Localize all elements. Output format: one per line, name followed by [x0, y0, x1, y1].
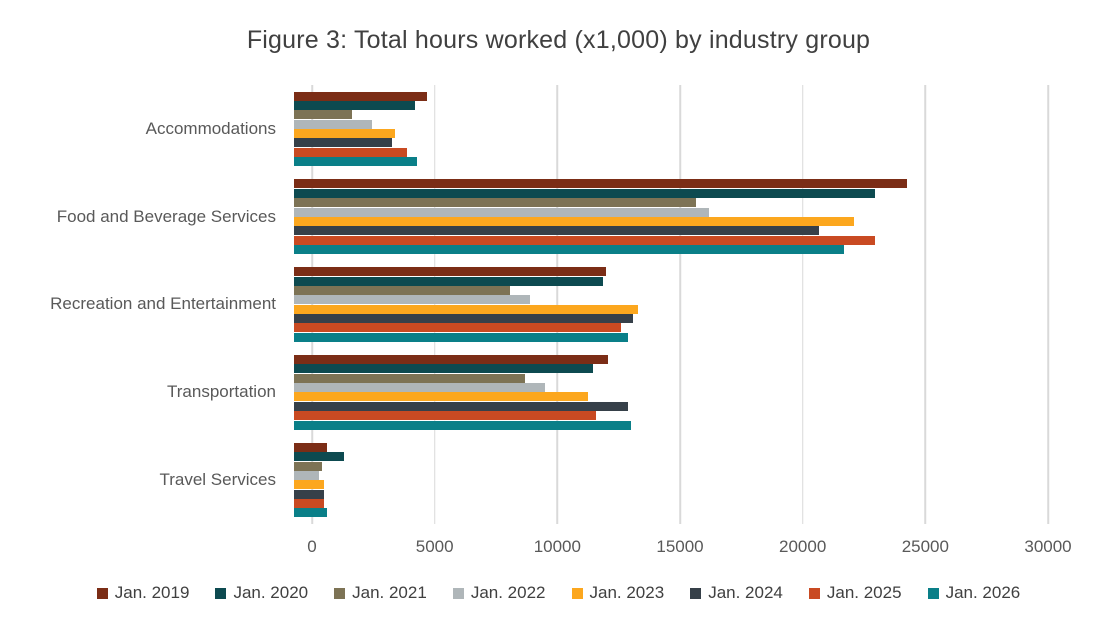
bar-jan-2019-transportation [294, 354, 609, 364]
legend-item-jan-2022: Jan. 2022 [452, 583, 546, 603]
gridline-30000 [1047, 85, 1049, 524]
x-tick-label-25000: 25000 [901, 537, 949, 556]
legend-swatch-icon [690, 587, 702, 599]
bar-jan-2024-recreation-and-entertainment [294, 314, 634, 324]
bars-recreation-and-entertainment [294, 261, 1048, 349]
category-row-transportation: Transportation [0, 348, 1048, 436]
legend-swatch-icon [215, 587, 227, 599]
x-tick-label-10000: 10000 [533, 537, 581, 556]
bar-jan-2021-accommodations [294, 110, 352, 120]
bar-jan-2019-travel-services [294, 442, 327, 452]
bars-accommodations [294, 85, 1048, 173]
bar-jan-2025-transportation [294, 411, 596, 421]
legend-item-jan-2021: Jan. 2021 [334, 583, 427, 603]
bar-jan-2026-food-and-beverage-services [294, 245, 845, 255]
gridline-20000 [801, 85, 804, 524]
bar-jan-2020-accommodations [294, 100, 415, 110]
plot-area [311, 85, 1049, 524]
bar-jan-2019-accommodations [294, 91, 428, 101]
bar-jan-2020-recreation-and-entertainment [294, 276, 604, 286]
bars-travel-services [294, 436, 1048, 524]
bar-jan-2026-accommodations [294, 157, 418, 167]
legend-swatch-icon [334, 587, 346, 599]
bar-jan-2019-recreation-and-entertainment [294, 267, 606, 277]
bar-jan-2021-travel-services [294, 461, 322, 471]
legend-swatch-icon [96, 587, 108, 599]
bar-jan-2024-accommodations [294, 138, 393, 148]
x-tick-label-15000: 15000 [656, 537, 704, 556]
gridline-25000 [924, 85, 927, 524]
bar-jan-2023-travel-services [294, 480, 325, 490]
bars-food-and-beverage-services [294, 173, 1048, 261]
legend-item-jan-2020: Jan. 2020 [215, 583, 308, 603]
legend-swatch-icon [927, 587, 939, 599]
bar-jan-2026-recreation-and-entertainment [294, 332, 629, 342]
legend-label-jan-2019: Jan. 2019 [114, 583, 190, 602]
category-row-food-and-beverage-services: Food and Beverage Services [0, 173, 1048, 261]
bars-transportation [294, 348, 1048, 436]
bar-jan-2025-food-and-beverage-services [294, 235, 875, 245]
legend-label-jan-2026: Jan. 2026 [945, 583, 1021, 602]
legend: Jan. 2019 Jan. 2020 Jan. 2021 Jan. 2022 Jan.… [0, 583, 1117, 603]
bar-jan-2022-food-and-beverage-services [294, 207, 709, 217]
bar-jan-2023-recreation-and-entertainment [294, 304, 639, 314]
legend-label-jan-2025: Jan. 2025 [826, 583, 902, 602]
bar-jan-2022-travel-services [294, 470, 320, 480]
bar-jan-2020-travel-services [294, 452, 345, 462]
category-row-accommodations: Accommodations [0, 85, 1048, 173]
category-label-travel-services: Travel Services [159, 470, 276, 490]
gridline-0 [311, 85, 313, 524]
bar-jan-2025-accommodations [294, 147, 408, 157]
legend-swatch-icon [808, 587, 820, 599]
bar-jan-2025-travel-services [294, 499, 325, 509]
category-label-accommodations: Accommodations [145, 118, 276, 138]
bar-jan-2026-travel-services [294, 508, 327, 518]
bar-jan-2021-recreation-and-entertainment [294, 285, 511, 295]
category-row-travel-services: Travel Services [0, 436, 1048, 524]
legend-item-jan-2025: Jan. 2025 [808, 583, 902, 603]
legend-item-jan-2024: Jan. 2024 [690, 583, 783, 603]
legend-label-jan-2021: Jan. 2021 [352, 583, 427, 602]
bar-jan-2019-food-and-beverage-services [294, 179, 908, 189]
x-tick-label-5000: 5000 [415, 537, 454, 556]
x-axis: 0 5000 10000 15000 20000 25000 30000 [307, 537, 1071, 559]
category-label-recreation-and-entertainment: Recreation and Entertainment [50, 294, 276, 314]
x-tick-label-0: 0 [307, 537, 317, 556]
gridline-5000 [433, 85, 436, 524]
bar-jan-2023-accommodations [294, 129, 395, 139]
gridline-10000 [556, 85, 559, 524]
bar-jan-2024-transportation [294, 401, 629, 411]
bar-jan-2020-food-and-beverage-services [294, 188, 875, 198]
gridline-15000 [679, 85, 681, 524]
legend-label-jan-2023: Jan. 2023 [589, 583, 665, 602]
bar-jan-2022-recreation-and-entertainment [294, 295, 531, 305]
bar-jan-2021-transportation [294, 373, 526, 383]
legend-item-jan-2023: Jan. 2023 [571, 583, 665, 603]
legend-item-jan-2026: Jan. 2026 [927, 583, 1021, 603]
legend-item-jan-2019: Jan. 2019 [96, 583, 190, 603]
x-tick-label-30000: 30000 [1024, 537, 1072, 556]
legend-label-jan-2022: Jan. 2022 [470, 583, 546, 602]
bar-jan-2023-transportation [294, 392, 589, 402]
category-label-transportation: Transportation [167, 382, 276, 402]
category-label-food-and-beverage-services: Food and Beverage Services [56, 206, 276, 226]
bar-jan-2023-food-and-beverage-services [294, 216, 855, 226]
legend-label-jan-2020: Jan. 2020 [233, 583, 309, 602]
bar-jan-2020-transportation [294, 364, 594, 374]
category-row-recreation-and-entertainment: Recreation and Entertainment [0, 261, 1048, 349]
legend-swatch-icon [571, 587, 583, 599]
bar-jan-2024-travel-services [294, 489, 325, 499]
bar-jan-2025-recreation-and-entertainment [294, 323, 621, 333]
legend-swatch-icon [452, 587, 464, 599]
chart-title: Figure 3: Total hours worked (x1,000) by… [246, 26, 871, 54]
bar-jan-2021-food-and-beverage-services [294, 198, 697, 208]
x-tick-label-20000: 20000 [779, 537, 827, 556]
bar-jan-2022-transportation [294, 383, 546, 393]
category-rows: Accommodations Food and Beverage Services… [0, 85, 1048, 524]
legend-label-jan-2024: Jan. 2024 [708, 583, 783, 602]
bar-jan-2026-transportation [294, 420, 631, 430]
bar-jan-2024-food-and-beverage-services [294, 226, 820, 236]
bar-jan-2022-accommodations [294, 119, 372, 129]
